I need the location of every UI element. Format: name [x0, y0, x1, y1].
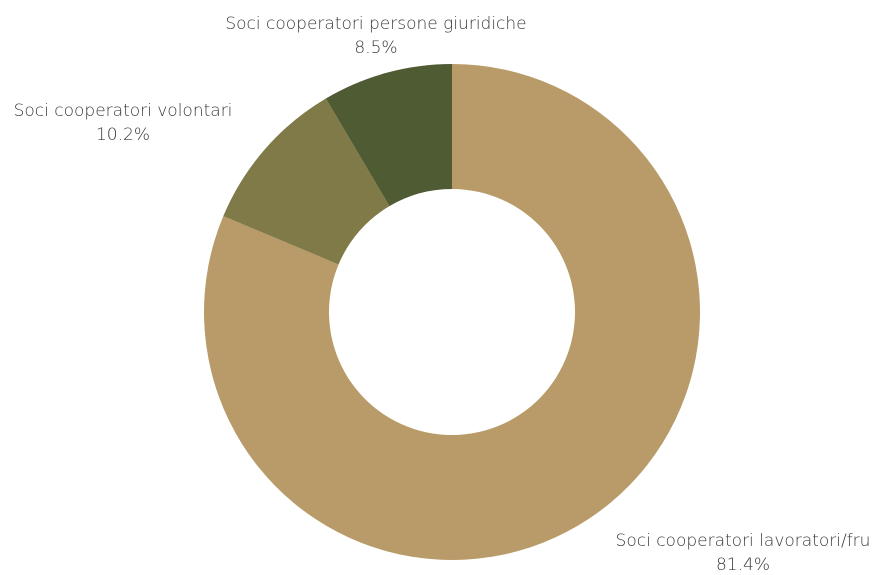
slice-label-1: Soci cooperatori lavoratori/fru: [616, 531, 871, 551]
labels-layer: Soci cooperatori lavoratori/fru 81.4% Soci…: [14, 14, 871, 575]
slice-value-label-1: 81.4%: [716, 555, 770, 575]
slices-layer: [204, 64, 700, 560]
slice-label-3: Soci cooperatori persone giuridiche: [225, 14, 526, 34]
slice-label-2: Soci cooperatori volontari: [14, 101, 233, 121]
donut-slice-3: [325, 64, 452, 207]
slice-value-label-2: 10.2%: [96, 125, 150, 145]
donut-slice-1: [204, 64, 700, 560]
slice-value-label-3: 8.5%: [354, 38, 397, 58]
donut-slice-2: [223, 98, 390, 265]
